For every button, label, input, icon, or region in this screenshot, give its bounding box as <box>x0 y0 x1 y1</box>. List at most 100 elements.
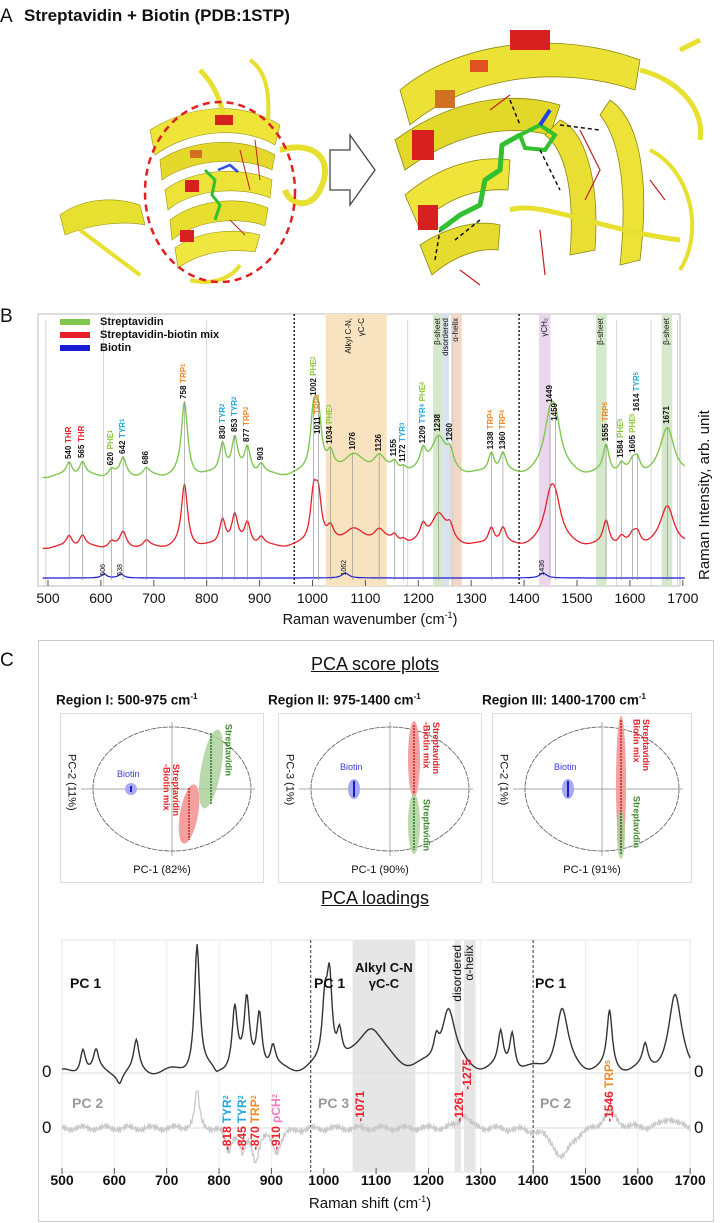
score-x-axis-label: PC-1 (90%) <box>351 864 409 876</box>
residue-index: 4 <box>420 381 427 385</box>
legend-label: Streptavidin <box>100 315 164 328</box>
residue-name: ρCH <box>268 1097 283 1123</box>
residue-index: 3 <box>327 404 334 408</box>
peak-residue: TYR2 <box>218 404 227 423</box>
biotin-peak-wavenumber: 606 <box>100 564 108 576</box>
peak-wavenumber: 1034 <box>325 426 335 444</box>
peak-label: 1360 TRP4 <box>498 410 507 449</box>
loading-annotation: -1071 <box>352 1091 367 1122</box>
peak-wavenumber: 1605 <box>627 434 637 453</box>
group-label-streptavidin: Streptavidin <box>223 724 234 777</box>
peak-label: 686 <box>141 451 150 464</box>
pca-loadings-chart <box>61 939 691 1174</box>
series-biotin <box>42 572 685 579</box>
loadings-band-0 <box>352 940 416 1172</box>
score-y-axis-label: PC-2 (11%) <box>65 754 78 811</box>
x-tick-label: 1000 <box>308 1172 340 1188</box>
peak-label: 1449 <box>545 384 555 403</box>
x-tick-label: 1300 <box>465 1172 497 1188</box>
spectra-x-axis-label: Raman wavenumber (cm-1) <box>0 610 720 628</box>
residue-name: TRP <box>247 1098 262 1123</box>
score-x-axis-label: PC-1 (82%) <box>133 864 191 876</box>
peak-residue: THR <box>64 427 73 443</box>
score-plot-title: Region III: 1400-1700 cm-1 <box>482 692 646 708</box>
pca-score-title: PCA score plots <box>310 654 440 674</box>
residue-name: TYR <box>418 406 428 423</box>
peak-residue: TYR4 <box>418 404 427 423</box>
peak-residue: PHE5 <box>616 418 625 438</box>
residue-name: THR <box>64 426 74 444</box>
series-pc1-loading <box>62 944 691 1085</box>
peak-wavenumber: 830 <box>217 425 227 439</box>
band-3 <box>451 314 462 586</box>
x-tick-label: 900 <box>259 1172 284 1188</box>
residue-name: PHE <box>616 421 626 438</box>
zero-label: 0 <box>694 1118 704 1137</box>
residue-index: 6 <box>629 412 636 417</box>
wn: 910 <box>268 1126 283 1147</box>
x-tick-label: 600 <box>102 1172 127 1188</box>
biotin-peak-label: 606 <box>100 564 107 576</box>
band-4 <box>538 314 551 586</box>
loading-label-pc2-a: PC 2 <box>72 1095 104 1111</box>
peak-residue: PHE3 <box>325 404 334 424</box>
wn: 845 <box>234 1126 249 1147</box>
legend-swatch <box>60 344 90 351</box>
score-plot-2: Biotin Streptavidin -Biotin mix Streptavidi… <box>278 713 482 883</box>
x-tick-label: 1300 <box>455 590 487 606</box>
legend-label: Biotin <box>100 341 132 354</box>
residue-name: PHE <box>325 407 335 424</box>
residue-name: PHE <box>418 384 428 402</box>
annotation-wavenumber: -870 <box>247 1126 262 1151</box>
peak-residue: TYR2 <box>230 397 239 416</box>
group-label-streptavidin: Streptavidin <box>421 799 432 852</box>
loading-label-pc1-a: PC 1 <box>70 975 102 991</box>
score-plot-title: Region I: 500-975 cm-1 <box>56 692 197 708</box>
band-label: α-helix <box>451 318 461 342</box>
loadings-band-label: α-helix <box>461 945 476 981</box>
loading-annotation: -910 ρCH2 <box>268 1094 283 1150</box>
residue-index: 5 <box>618 417 625 422</box>
legend-swatch <box>60 331 90 338</box>
peak-residue: TRP1 <box>179 364 188 383</box>
legend-swatch <box>60 318 90 325</box>
band-label: disordered <box>440 318 450 356</box>
peak-residue: TYR3 <box>398 423 407 442</box>
x-tick-label: 1500 <box>561 590 593 606</box>
label-line2: Biotin mix <box>631 719 642 763</box>
peak-wavenumber: 903 <box>256 446 266 460</box>
biotin-peak-label: 1436 <box>539 560 546 576</box>
residue-name: TRP <box>601 1063 616 1088</box>
series-streptavidin <box>42 395 686 479</box>
label-line1: Streptavidin <box>170 764 181 817</box>
binding-site-highlight-circle <box>143 100 297 284</box>
peak-label: 1459 <box>550 403 559 421</box>
score-y-axis-label: PC-3 (1%) <box>283 754 296 806</box>
peak-wavenumber: 1126 <box>374 433 384 452</box>
wn: 1071 <box>352 1091 367 1118</box>
peak-label: 1126 <box>374 433 384 452</box>
peak-label: 1605 PHE6 <box>627 412 637 453</box>
peak-label: 830 TYR2 <box>217 404 227 439</box>
binding-site-closeup-image <box>394 30 704 286</box>
peak-wavenumber: 620 <box>106 451 116 466</box>
loading-label-pc1-b: PC 1 <box>314 975 346 991</box>
peak-wavenumber: 1449 <box>545 384 555 403</box>
peak-wavenumber: 877 <box>242 428 252 443</box>
spectra-y-axis-label: Raman Intensity, arb. unit <box>696 410 713 580</box>
residue-name: TYR <box>398 426 408 443</box>
group-label-biotin: Biotin <box>117 769 140 779</box>
residue-name: PHE <box>627 416 637 433</box>
raman-spectra-chart <box>37 313 686 587</box>
peak-wavenumber: 853 <box>229 418 239 433</box>
peak-residue: PHE2 <box>309 356 318 376</box>
loading-label-pc1-c: PC 1 <box>535 975 567 991</box>
peak-wavenumber: 1011 <box>313 417 323 435</box>
annotation-residue: TRP5 <box>602 1060 616 1088</box>
pca-loadings-title: PCA loadings <box>320 888 430 908</box>
residue-index: 5 <box>634 372 641 376</box>
band-2 <box>442 314 449 586</box>
x-label-text: Raman wavenumber (cm <box>282 611 445 628</box>
score-y-axis-label: PC-2 (1%) <box>497 754 510 806</box>
panel-c-frame <box>38 640 714 1222</box>
